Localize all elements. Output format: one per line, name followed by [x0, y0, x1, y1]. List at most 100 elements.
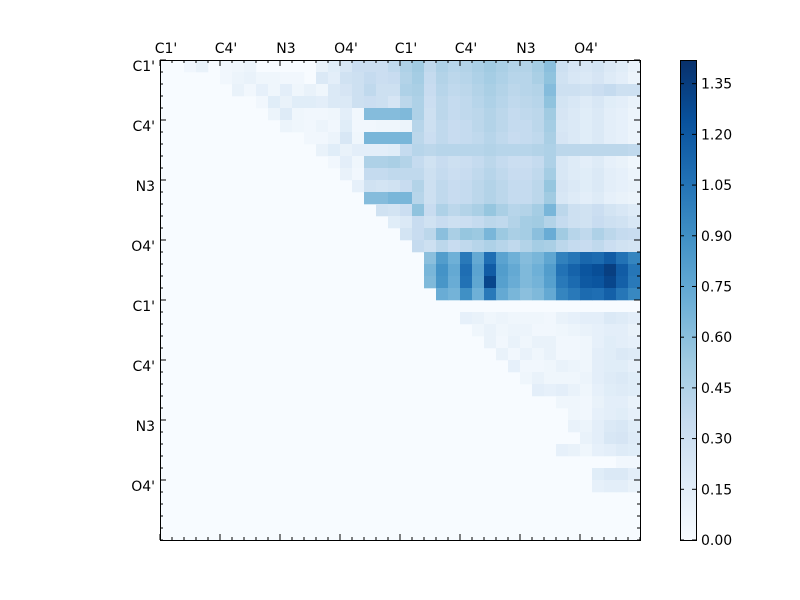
- heatmap-cell: [592, 372, 605, 385]
- heatmap-cell: [616, 252, 629, 265]
- heatmap-cell: [376, 108, 389, 121]
- heatmap-cell: [532, 336, 545, 349]
- heatmap-cell: [412, 132, 425, 145]
- heatmap-cell: [508, 252, 521, 265]
- heatmap-cell: [292, 72, 305, 85]
- heatmap-cell: [556, 264, 569, 277]
- heatmap-cell: [604, 288, 617, 301]
- heatmap-cell: [364, 144, 377, 157]
- colorbar-tick-label: 0.90: [701, 229, 732, 245]
- heatmap-cell: [580, 144, 593, 157]
- heatmap-cell: [304, 120, 317, 133]
- heatmap-cell: [352, 72, 365, 85]
- heatmap-cell: [376, 60, 389, 73]
- heatmap-cell: [364, 120, 377, 133]
- heatmap-cell: [628, 84, 641, 97]
- heatmap-cell: [616, 60, 629, 73]
- heatmap-cell: [568, 84, 581, 97]
- heatmap-cell: [556, 156, 569, 169]
- heatmap-cell: [508, 348, 521, 361]
- heatmap-cell: [460, 120, 473, 133]
- heatmap-cell: [472, 252, 485, 265]
- heatmap-cell: [568, 72, 581, 85]
- heatmap-cell: [328, 144, 341, 157]
- heatmap-cell: [448, 216, 461, 229]
- heatmap-cell: [616, 456, 629, 469]
- heatmap-cell: [448, 84, 461, 97]
- heatmap-cell: [520, 204, 533, 217]
- heatmap-cell: [436, 216, 449, 229]
- heatmap-cell: [532, 96, 545, 109]
- heatmap-cell: [580, 432, 593, 445]
- heatmap-cell: [580, 240, 593, 253]
- heatmap-cell: [484, 60, 497, 73]
- heatmap-cell: [472, 192, 485, 205]
- heatmap-cell: [544, 360, 557, 373]
- heatmap-cell: [508, 156, 521, 169]
- heatmap-cell: [436, 192, 449, 205]
- heatmap-cell: [568, 156, 581, 169]
- heatmap-cell: [568, 276, 581, 289]
- heatmap-cell: [364, 132, 377, 145]
- heatmap-cell: [460, 264, 473, 277]
- plot-frame: [159, 59, 641, 541]
- heatmap-cell: [472, 216, 485, 229]
- heatmap-cell: [388, 156, 401, 169]
- heatmap-cell: [496, 336, 509, 349]
- heatmap-cell: [328, 120, 341, 133]
- heatmap-cell: [328, 156, 341, 169]
- heatmap-cell: [628, 192, 641, 205]
- heatmap-cell: [388, 180, 401, 193]
- heatmap-cell: [592, 480, 605, 493]
- heatmap-cell: [628, 468, 641, 481]
- heatmap-cell: [568, 360, 581, 373]
- heatmap-cell: [556, 60, 569, 73]
- heatmap-cell: [580, 360, 593, 373]
- heatmap-cell: [544, 156, 557, 169]
- y-tick-label: C1': [132, 59, 155, 75]
- heatmap-cell: [244, 60, 257, 73]
- heatmap-cell: [580, 156, 593, 169]
- heatmap-cell: [388, 84, 401, 97]
- heatmap-cell: [472, 84, 485, 97]
- heatmap-cell: [472, 108, 485, 121]
- x-tick-label: O4': [574, 41, 598, 57]
- heatmap-cell: [532, 132, 545, 145]
- heatmap-cell: [268, 96, 281, 109]
- heatmap-cell: [424, 204, 437, 217]
- heatmap-cell: [580, 384, 593, 397]
- heatmap-cell: [520, 288, 533, 301]
- heatmap-cell: [280, 120, 293, 133]
- heatmap-cell: [340, 72, 353, 85]
- heatmap-cell: [460, 204, 473, 217]
- heatmap-cell: [544, 216, 557, 229]
- heatmap-cell: [544, 96, 557, 109]
- heatmap-cell: [460, 84, 473, 97]
- heatmap-cell: [628, 480, 641, 493]
- heatmap-cell: [436, 132, 449, 145]
- heatmap-cell: [364, 108, 377, 121]
- heatmap-cell: [532, 228, 545, 241]
- heatmap-cell: [268, 72, 281, 85]
- heatmap-cell: [424, 72, 437, 85]
- heatmap-cell: [628, 72, 641, 85]
- heatmap-cell: [556, 132, 569, 145]
- colorbar-tick-label: 0.75: [701, 279, 732, 295]
- heatmap-cell: [460, 156, 473, 169]
- colorbar-tick-label: 0.30: [701, 432, 732, 448]
- heatmap-cell: [472, 324, 485, 337]
- heatmap-cell: [388, 96, 401, 109]
- heatmap-cell: [604, 444, 617, 457]
- heatmap-cell: [532, 372, 545, 385]
- heatmap-cell: [472, 240, 485, 253]
- heatmap-cell: [400, 72, 413, 85]
- heatmap-cell: [256, 72, 269, 85]
- x-tick-label: C4': [455, 41, 478, 57]
- heatmap-cell: [304, 84, 317, 97]
- y-tick-label: C4': [132, 359, 155, 375]
- heatmap-cell: [556, 336, 569, 349]
- heatmap-cell: [592, 408, 605, 421]
- heatmap-cell: [472, 312, 485, 325]
- heatmap-cell: [508, 84, 521, 97]
- heatmap-cell: [436, 168, 449, 181]
